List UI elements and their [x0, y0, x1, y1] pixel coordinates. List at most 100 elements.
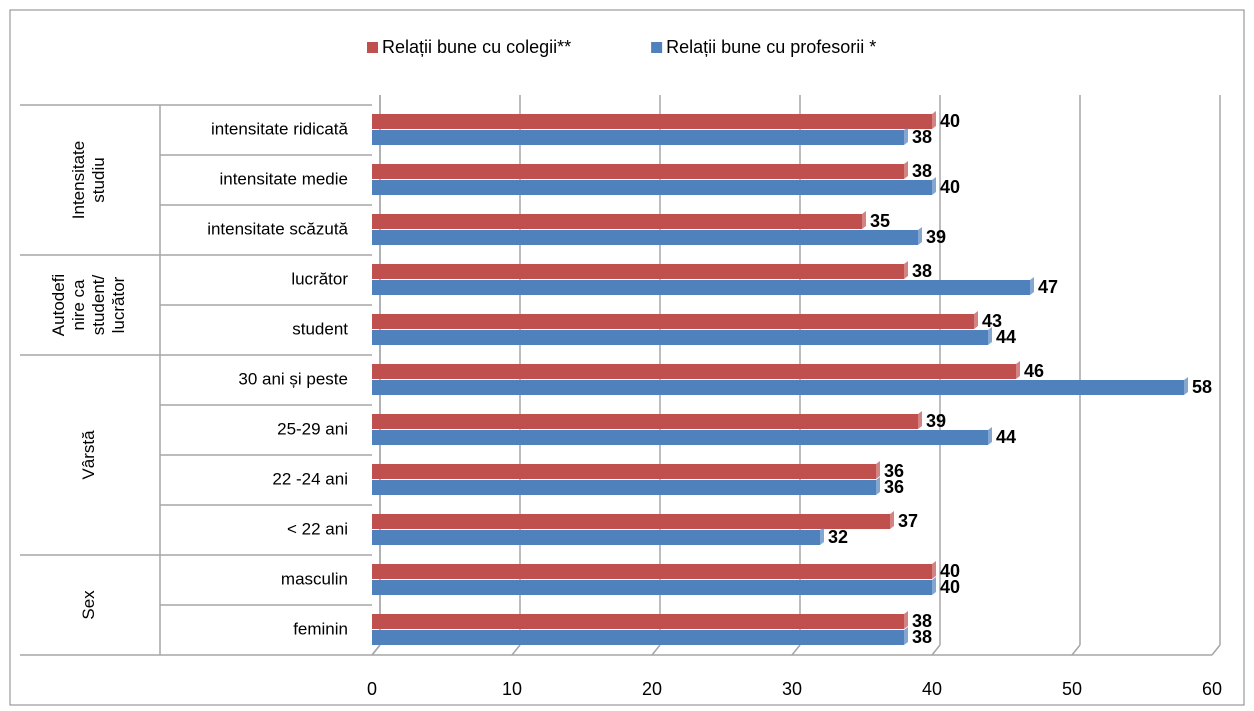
group-label-line: studiu [89, 157, 108, 202]
bar [372, 314, 974, 329]
bar [372, 464, 876, 479]
data-label: 39 [926, 227, 946, 247]
x-tick-label: 0 [367, 679, 377, 699]
data-label: 38 [912, 627, 932, 647]
category-label: intensitate scăzută [207, 219, 348, 238]
data-label: 39 [926, 411, 946, 431]
bar-side [876, 461, 880, 479]
group-label-line: student/ [89, 274, 108, 335]
legend-label: Relații bune cu profesorii * [666, 37, 876, 57]
bar-side [932, 177, 936, 195]
x-tick-label: 30 [782, 679, 802, 699]
data-label: 36 [884, 461, 904, 481]
bar-side [1184, 377, 1188, 395]
category-label: intensitate medie [219, 169, 348, 188]
bar [372, 164, 904, 179]
bar [372, 614, 904, 629]
group-label: Sex [79, 590, 98, 620]
bar-side [904, 611, 908, 629]
bar [372, 130, 904, 145]
bar [372, 214, 862, 229]
data-label: 35 [870, 211, 890, 231]
data-label: 38 [912, 611, 932, 631]
tick-mark [1211, 644, 1221, 656]
tick-mark [511, 644, 521, 656]
bar [372, 380, 1184, 395]
bar-side [890, 511, 894, 529]
bar [372, 280, 1030, 295]
group-label-line: lucrător [109, 276, 128, 333]
bar [372, 264, 904, 279]
bar [372, 630, 904, 645]
x-tick-label: 60 [1202, 679, 1222, 699]
category-label: student [292, 319, 348, 338]
data-label: 32 [828, 527, 848, 547]
group-label: Autodefinire castudent/lucrător [49, 274, 128, 336]
category-label: 25-29 ani [277, 419, 348, 438]
data-label: 37 [898, 511, 918, 531]
tick-mark [1071, 644, 1081, 656]
bar-side [904, 261, 908, 279]
bar [372, 180, 932, 195]
bar-side [820, 527, 824, 545]
bar-side [904, 161, 908, 179]
bar-side [918, 227, 922, 245]
bar-side [988, 427, 992, 445]
x-tick-label: 10 [502, 679, 522, 699]
x-tick-label: 40 [922, 679, 942, 699]
category-label: lucrător [291, 269, 348, 288]
bar-side [932, 111, 936, 129]
bar-side [918, 411, 922, 429]
bar-side [904, 627, 908, 645]
bar-side [904, 127, 908, 145]
group-label-line: Autodefi [49, 274, 68, 336]
category-label: 30 ani și peste [238, 369, 348, 388]
group-label: Vârstă [79, 430, 98, 480]
data-label: 40 [940, 177, 960, 197]
category-label: masculin [281, 569, 348, 588]
bar-side [876, 477, 880, 495]
bar [372, 564, 932, 579]
x-tick-label: 50 [1062, 679, 1082, 699]
data-label: 58 [1192, 377, 1212, 397]
bar-side [1030, 277, 1034, 295]
data-label: 44 [996, 427, 1016, 447]
group-label-line: Intensitate [69, 141, 88, 219]
bar [372, 364, 1016, 379]
data-label: 38 [912, 127, 932, 147]
bar-side [974, 311, 978, 329]
bar [372, 530, 820, 545]
data-label: 38 [912, 161, 932, 181]
tick-mark [651, 644, 661, 656]
bar [372, 114, 932, 129]
data-label: 47 [1038, 277, 1058, 297]
data-label: 40 [940, 111, 960, 131]
bar-side [988, 327, 992, 345]
tick-mark [931, 644, 941, 656]
category-label: < 22 ani [287, 519, 348, 538]
tick-mark [791, 644, 801, 656]
data-label: 40 [940, 561, 960, 581]
data-label: 36 [884, 477, 904, 497]
group-label-line: Sex [79, 590, 98, 620]
category-label: feminin [293, 619, 348, 638]
bar [372, 430, 988, 445]
bar [372, 480, 876, 495]
category-label: intensitate ridicată [211, 119, 349, 138]
bar [372, 580, 932, 595]
bar-side [862, 211, 866, 229]
x-tick-label: 20 [642, 679, 662, 699]
group-label-line: Vârstă [79, 430, 98, 480]
bar [372, 514, 890, 529]
bar [372, 230, 918, 245]
category-label: 22 -24 ani [272, 469, 348, 488]
bar [372, 414, 918, 429]
axis-line [371, 644, 381, 656]
group-label: Intensitatestudiu [69, 141, 108, 219]
data-label: 43 [982, 311, 1002, 331]
bar-side [932, 577, 936, 595]
bar-side [932, 561, 936, 579]
data-label: 46 [1024, 361, 1044, 381]
legend-swatch [367, 42, 378, 53]
